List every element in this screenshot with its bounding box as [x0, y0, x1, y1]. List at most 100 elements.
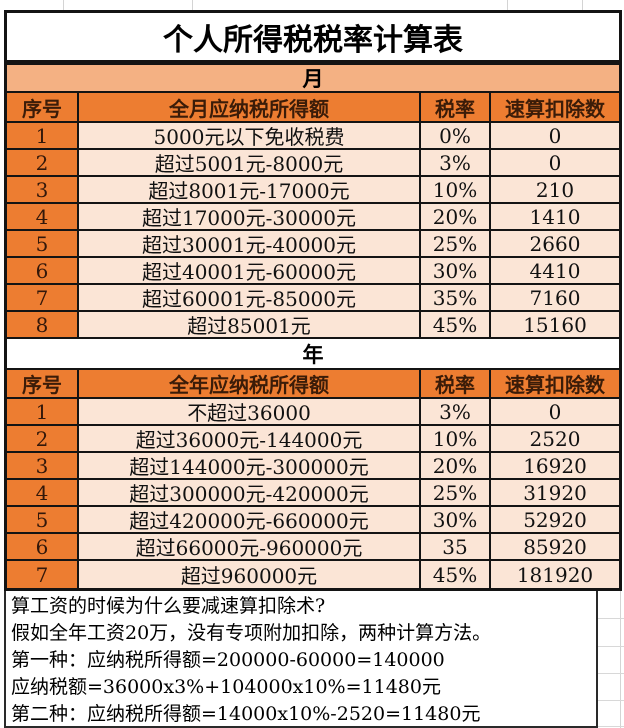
income-cell: 超过5001元-8000元 — [79, 150, 421, 177]
income-cell: 超过66000元-960000元 — [79, 534, 421, 561]
seq-cell: 1 — [7, 123, 79, 150]
deduction-cell: 85920 — [491, 534, 619, 561]
seq-cell: 2 — [7, 426, 79, 453]
seq-cell: 6 — [7, 258, 79, 285]
income-cell: 超过30001元-40000元 — [79, 231, 421, 258]
rate-cell: 3% — [421, 399, 491, 426]
note-line: 算工资的时候为什么要减速算扣除术? — [11, 595, 326, 617]
income-cell: 超过144000元-300000元 — [79, 453, 421, 480]
col-header-income: 全月应纳税所得额 — [79, 93, 421, 123]
table-row: 5 超过30001元-40000元 25% 2660 — [7, 231, 619, 258]
note-line: 应纳税额=36000x3%+104000x10%=11480元 — [11, 676, 441, 698]
income-cell: 超过40001元-60000元 — [79, 258, 421, 285]
gridline — [598, 673, 624, 674]
tax-table: 月 序号 全月应纳税所得额 税率 速算扣除数 1 5000元以下免收税费 0% … — [4, 62, 622, 591]
seq-cell: 8 — [7, 312, 79, 339]
month-header-row: 序号 全月应纳税所得额 税率 速算扣除数 — [7, 93, 619, 123]
table-row: 7 超过960000元 45% 181920 — [7, 561, 619, 588]
deduction-cell: 2520 — [491, 426, 619, 453]
col-header-deduction: 速算扣除数 — [491, 93, 619, 123]
rate-cell: 45% — [421, 312, 491, 339]
seq-cell: 7 — [7, 285, 79, 312]
income-cell: 不超过36000 — [79, 399, 421, 426]
income-cell: 超过960000元 — [79, 561, 421, 588]
rate-cell: 10% — [421, 177, 491, 204]
income-cell: 超过60001元-85000元 — [79, 285, 421, 312]
deduction-cell: 2660 — [491, 231, 619, 258]
rate-cell: 20% — [421, 204, 491, 231]
income-cell: 超过300000元-420000元 — [79, 480, 421, 507]
table-row: 4 超过17000元-30000元 20% 1410 — [7, 204, 619, 231]
income-cell: 超过420000元-660000元 — [79, 507, 421, 534]
income-cell: 超过8001元-17000元 — [79, 177, 421, 204]
col-header-deduction: 速算扣除数 — [491, 370, 619, 399]
seq-cell: 7 — [7, 561, 79, 588]
note-line: 第一种：应纳税所得额=200000-60000=140000 — [11, 649, 445, 671]
seq-cell: 3 — [7, 453, 79, 480]
deduction-cell: 52920 — [491, 507, 619, 534]
gridline — [63, 0, 64, 10]
rate-cell: 10% — [421, 426, 491, 453]
deduction-cell: 181920 — [491, 561, 619, 588]
deduction-cell: 31920 — [491, 480, 619, 507]
col-header-seq: 序号 — [7, 370, 79, 399]
seq-cell: 5 — [7, 507, 79, 534]
gridline — [507, 0, 508, 10]
seq-cell: 1 — [7, 399, 79, 426]
rate-cell: 35% — [421, 285, 491, 312]
table-row: 1 5000元以下免收税费 0% 0 — [7, 123, 619, 150]
deduction-cell: 4410 — [491, 258, 619, 285]
col-header-rate: 税率 — [421, 93, 491, 123]
deduction-cell: 7160 — [491, 285, 619, 312]
table-row: 2 超过5001元-8000元 3% 0 — [7, 150, 619, 177]
table-row: 3 超过144000元-300000元 20% 16920 — [7, 453, 619, 480]
deduction-cell: 210 — [491, 177, 619, 204]
col-header-income: 全年应纳税所得额 — [79, 370, 421, 399]
table-row: 3 超过8001元-17000元 10% 210 — [7, 177, 619, 204]
rate-cell: 30% — [421, 507, 491, 534]
deduction-cell: 1410 — [491, 204, 619, 231]
income-cell: 超过85001元 — [79, 312, 421, 339]
seq-cell: 4 — [7, 204, 79, 231]
table-row: 8 超过85001元 45% 15160 — [7, 312, 619, 339]
seq-cell: 5 — [7, 231, 79, 258]
rate-cell: 35 — [421, 534, 491, 561]
deduction-cell: 16920 — [491, 453, 619, 480]
table-row: 7 超过60001元-85000元 35% 7160 — [7, 285, 619, 312]
table-row: 5 超过420000元-660000元 30% 52920 — [7, 507, 619, 534]
rate-cell: 30% — [421, 258, 491, 285]
table-row: 4 超过300000元-420000元 25% 31920 — [7, 480, 619, 507]
seq-cell: 4 — [7, 480, 79, 507]
notes-block: 算工资的时候为什么要减速算扣除术? 假如全年工资20万，没有专项附加扣除，两种计… — [4, 591, 598, 728]
gridline — [192, 0, 193, 10]
table-row: 6 超过40001元-60000元 30% 4410 — [7, 258, 619, 285]
deduction-cell: 0 — [491, 150, 619, 177]
col-header-seq: 序号 — [7, 93, 79, 123]
table-row: 6 超过66000元-960000元 35 85920 — [7, 534, 619, 561]
rate-cell: 20% — [421, 453, 491, 480]
income-cell: 5000元以下免收税费 — [79, 123, 421, 150]
table-row: 2 超过36000元-144000元 10% 2520 — [7, 426, 619, 453]
gridline — [582, 0, 583, 10]
gridline — [598, 618, 624, 619]
section-label-month: 月 — [7, 65, 619, 93]
deduction-cell: 0 — [491, 399, 619, 426]
gridline — [598, 646, 624, 647]
col-header-rate: 税率 — [421, 370, 491, 399]
deduction-cell: 0 — [491, 123, 619, 150]
year-header-row: 序号 全年应纳税所得额 税率 速算扣除数 — [7, 370, 619, 399]
page-title: 个人所得税税率计算表 — [4, 10, 622, 63]
rate-cell: 25% — [421, 231, 491, 258]
table-row: 1 不超过36000 3% 0 — [7, 399, 619, 426]
deduction-cell: 15160 — [491, 312, 619, 339]
gridline — [620, 591, 621, 728]
gridline — [598, 726, 624, 727]
income-cell: 超过17000元-30000元 — [79, 204, 421, 231]
income-cell: 超过36000元-144000元 — [79, 426, 421, 453]
seq-cell: 3 — [7, 177, 79, 204]
note-line: 假如全年工资20万，没有专项附加扣除，两种计算方法。 — [11, 622, 492, 644]
note-line: 第二种：应纳税所得额=14000x10%-2520=11480元 — [11, 703, 481, 725]
seq-cell: 2 — [7, 150, 79, 177]
section-label-year: 年 — [7, 339, 619, 370]
